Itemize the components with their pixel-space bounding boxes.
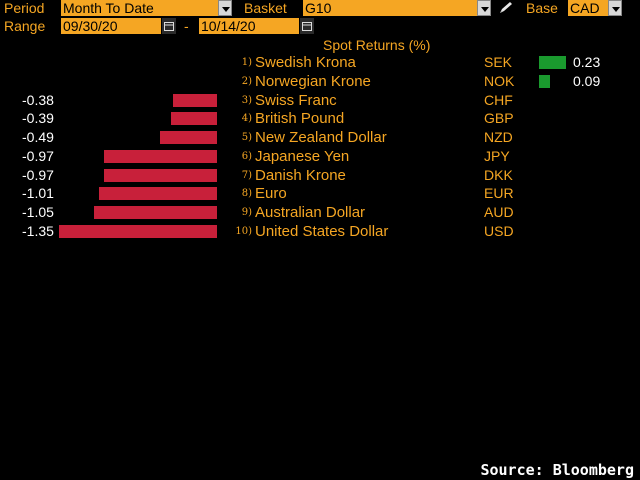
- currency-name[interactable]: Swedish Krona: [255, 54, 356, 71]
- table-row[interactable]: 0.09 2) Norwegian Krone NOK: [0, 72, 640, 91]
- bar-chf: [172, 93, 217, 107]
- bar-nok: [539, 74, 550, 88]
- bar-eur: [98, 187, 217, 201]
- table-row[interactable]: -0.38 3) Swiss Franc CHF: [0, 91, 640, 110]
- rank-number: 5): [241, 132, 252, 143]
- basket-select[interactable]: G10: [303, 0, 477, 16]
- currency-name[interactable]: United States Dollar: [255, 222, 389, 240]
- currency-code: EUR: [484, 185, 514, 202]
- currency-name[interactable]: Norwegian Krone: [255, 72, 371, 90]
- currency-name[interactable]: Japanese Yen: [255, 147, 350, 165]
- range-start-calendar-icon[interactable]: [162, 18, 176, 34]
- rank-number: 8): [241, 188, 252, 200]
- base-select[interactable]: CAD: [568, 0, 608, 16]
- table-row[interactable]: 0.23 1) Swedish Krona SEK: [0, 53, 640, 72]
- value-label: -1.35: [22, 222, 54, 239]
- currency-name[interactable]: New Zealand Dollar: [255, 129, 387, 146]
- rank-number: 7): [241, 169, 252, 181]
- currency-code: DKK: [484, 166, 513, 183]
- source-label: Source: Bloomberg: [480, 461, 634, 479]
- basket-dropdown-chevron-down-icon[interactable]: [477, 0, 491, 16]
- currency-code: CHF: [484, 91, 513, 108]
- currency-name[interactable]: British Pound: [255, 110, 345, 128]
- currency-code: GBP: [484, 110, 514, 127]
- range-separator: -: [184, 18, 189, 34]
- range-end-input[interactable]: 10/14/20: [199, 18, 299, 34]
- rank-number: 3): [241, 94, 252, 106]
- currency-code: USD: [484, 222, 514, 239]
- currency-code: NZD: [484, 129, 513, 145]
- bar-gbp: [171, 112, 217, 126]
- rank-number: 1): [241, 57, 252, 68]
- value-label: -0.39: [22, 110, 54, 127]
- value-label: 0.09: [573, 72, 601, 89]
- currency-code: JPY: [484, 147, 510, 164]
- currency-code: SEK: [484, 54, 513, 70]
- value-label: -0.38: [22, 91, 54, 108]
- table-row[interactable]: -1.05 9) Australian Dollar AUD: [0, 203, 640, 222]
- bar-aud: [94, 206, 217, 219]
- value-label: -0.97: [22, 147, 54, 164]
- range-start-input[interactable]: 09/30/20: [61, 18, 161, 34]
- bar-usd: [59, 224, 217, 238]
- rank-number: 9): [241, 207, 252, 218]
- rank-number: 4): [241, 113, 252, 125]
- value-label: 0.23: [573, 54, 601, 70]
- value-label: -0.49: [22, 129, 54, 145]
- bar-nzd: [159, 131, 217, 144]
- period-dropdown-chevron-down-icon[interactable]: [218, 0, 232, 16]
- base-label: Base: [526, 0, 558, 16]
- period-select[interactable]: Month To Date: [61, 0, 218, 16]
- currency-name[interactable]: Australian Dollar: [255, 204, 366, 221]
- value-label: -1.01: [22, 185, 54, 202]
- period-label: Period: [4, 0, 45, 16]
- currency-code: AUD: [484, 204, 514, 220]
- currency-name[interactable]: Swiss Franc: [255, 91, 337, 109]
- table-row[interactable]: -0.97 7) Danish Krone DKK: [0, 166, 640, 185]
- table-row[interactable]: -0.39 4) British Pound GBP: [0, 109, 640, 128]
- range-end-calendar-icon[interactable]: [300, 18, 314, 34]
- basket-label: Basket: [244, 0, 287, 16]
- base-dropdown-chevron-down-icon[interactable]: [608, 0, 622, 16]
- chart-title: Spot Returns (%): [323, 37, 431, 53]
- currency-code: NOK: [484, 72, 515, 89]
- value-label: -0.97: [22, 166, 54, 183]
- rank-number: 10): [235, 225, 252, 237]
- table-row[interactable]: -0.97 6) Japanese Yen JPY: [0, 147, 640, 166]
- rank-number: 6): [241, 150, 252, 162]
- rank-number: 2): [241, 75, 252, 87]
- edit-pencil-icon[interactable]: [498, 1, 514, 20]
- bar-jpy: [103, 149, 217, 163]
- bar-sek: [539, 56, 566, 69]
- range-label: Range: [4, 18, 46, 34]
- value-label: -1.05: [22, 204, 54, 220]
- currency-name[interactable]: Euro: [255, 185, 287, 203]
- table-row[interactable]: -1.01 8) Euro EUR: [0, 184, 640, 203]
- currency-name[interactable]: Danish Krone: [255, 166, 346, 184]
- table-row[interactable]: -1.35 10) United States Dollar USD: [0, 222, 640, 241]
- bar-dkk: [103, 168, 217, 182]
- table-row[interactable]: -0.49 5) New Zealand Dollar NZD: [0, 128, 640, 147]
